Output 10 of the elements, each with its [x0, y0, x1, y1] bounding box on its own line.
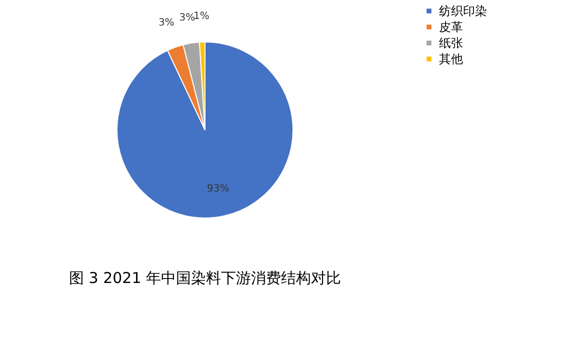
data-label: 93% — [206, 184, 230, 195]
pie-slice — [116, 42, 294, 218]
data-label: 1% — [193, 11, 210, 22]
legend-label: 皮革 — [439, 20, 463, 34]
data-label: 3% — [158, 18, 174, 29]
legend-label: 其他 — [439, 52, 463, 66]
legend-label: 纺织印染 — [439, 4, 487, 18]
legend-label: 纸张 — [439, 36, 463, 50]
text: 图 3 2021 年中国染料下游消费结构对比 — [68, 269, 342, 287]
data-label: 3% — [179, 12, 196, 24]
